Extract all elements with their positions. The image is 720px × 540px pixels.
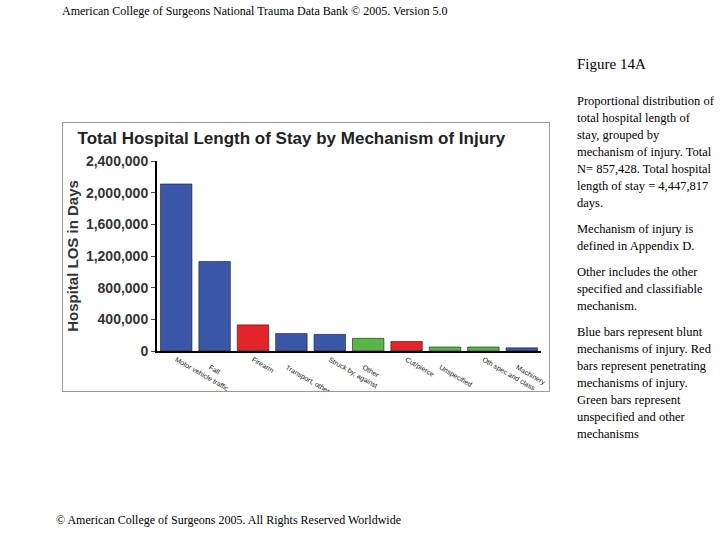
svg-text:Cut/pierce: Cut/pierce: [404, 356, 436, 379]
svg-text:Other: Other: [361, 364, 380, 379]
svg-text:800,000: 800,000: [98, 280, 149, 296]
html-text:Other includes the other speci: Other includes the other specified and c…: [577, 265, 703, 313]
html-text:Figure 14A: Figure 14A: [577, 56, 646, 72]
svg-text:Struck by, against: Struck by, against: [327, 356, 379, 391]
html-text:American College of Surgeons N: American College of Surgeons National Tr…: [62, 4, 448, 18]
svg-text:1,600,000: 1,600,000: [86, 216, 148, 232]
svg-text:Total Hospital Length of Stay: Total Hospital Length of Stay by Mechani…: [78, 129, 506, 148]
html-text:Blue bars represent blunt mech: Blue bars represent blunt mechanisms of …: [577, 325, 711, 441]
svg-text:Firearm: Firearm: [251, 356, 276, 374]
svg-text:2,400,000: 2,400,000: [86, 153, 148, 169]
svg-text:Fall: Fall: [208, 364, 222, 376]
svg-text:Motor vehicle traffic: Motor vehicle traffic: [174, 356, 230, 391]
svg-text:Oth spec and class: Oth spec and class: [481, 356, 537, 391]
svg-text:Unspecified: Unspecified: [438, 364, 474, 389]
svg-text:0: 0: [140, 343, 148, 359]
svg-text:1,200,000: 1,200,000: [86, 248, 148, 264]
html-text:© American College of Surgeons: © American College of Surgeons 2005. All…: [56, 513, 401, 527]
svg-text:Hospital LOS in Days: Hospital LOS in Days: [64, 180, 81, 332]
svg-text:Machinery: Machinery: [515, 364, 547, 387]
html-text:Proportional distribution of t: Proportional distribution of total hospi…: [577, 94, 714, 210]
svg-text:2,000,000: 2,000,000: [86, 185, 148, 201]
html-text:Mechanism of injury is defined: Mechanism of injury is defined in Append…: [577, 222, 695, 253]
svg-text:400,000: 400,000: [98, 311, 149, 327]
svg-text:Transport, other: Transport, other: [284, 364, 331, 391]
